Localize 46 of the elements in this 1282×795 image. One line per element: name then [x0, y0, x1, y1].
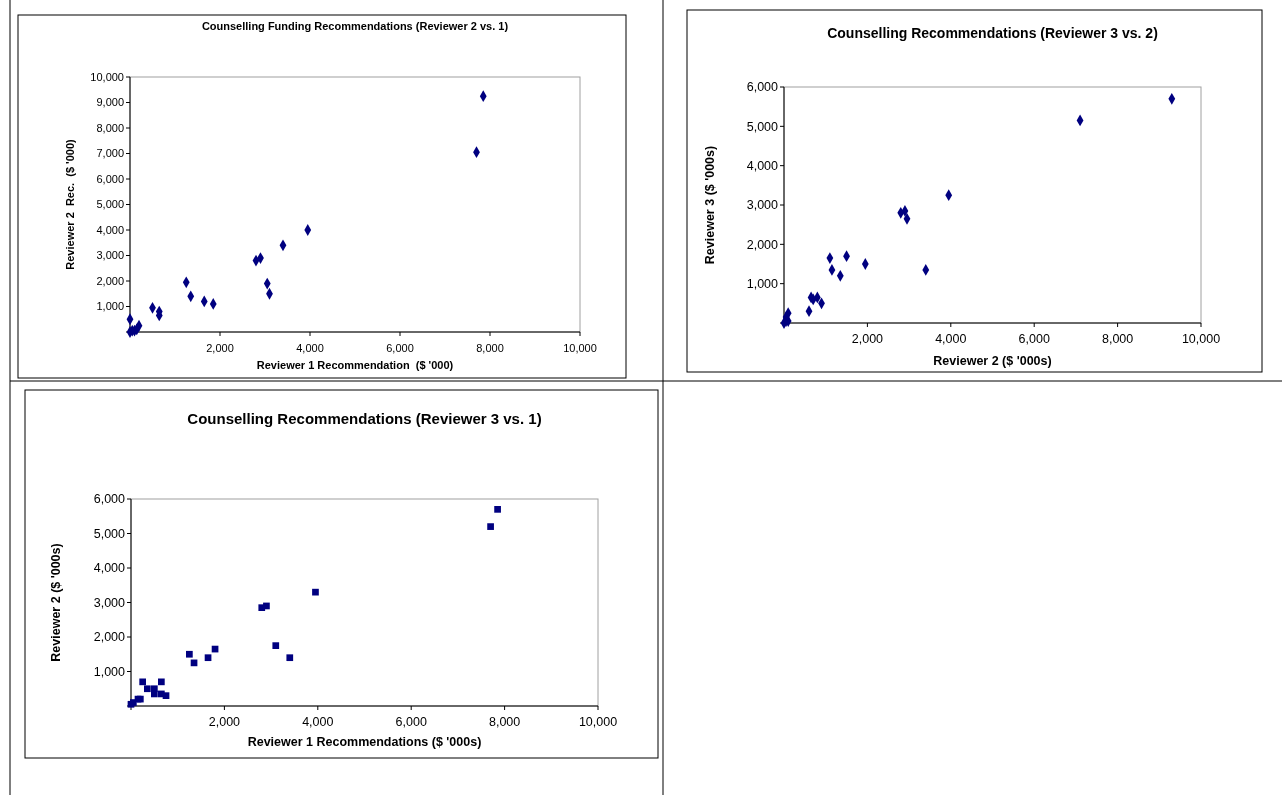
x-axis-title: Reviewer 2 ($ '000s): [933, 354, 1052, 368]
y-tick-label: 2,000: [746, 237, 779, 252]
x-tick-label: 2,000: [206, 342, 234, 354]
y-tick-label: 6,000: [746, 80, 779, 95]
y-tick-label: 5,000: [746, 119, 779, 134]
x-tick-label: 4,000: [302, 715, 334, 729]
y-axis-title: Reviewer 3 ($ '000s): [703, 145, 717, 265]
y-axis-title: Reviewer 2 ($ '000s): [49, 543, 63, 662]
x-tick-label: 2,000: [208, 715, 241, 729]
x-tick-label: 10,000: [1181, 332, 1221, 346]
x-tick-label: 4,000: [935, 332, 967, 346]
chart-title: Counselling Funding Recommendations (Reviewer 2 vs. 1): [201, 20, 509, 32]
x-tick-label: 2,000: [851, 332, 884, 346]
chart-title: Counselling Recommendations (Reviewer 3 vs. 2): [827, 25, 1158, 41]
y-tick-label: 2,000: [96, 274, 124, 287]
x-tick-label: 6,000: [386, 342, 414, 354]
y-tick-label: 3,000: [93, 595, 126, 610]
y-tick-label: 3,000: [96, 249, 124, 262]
y-tick-label: 6,000: [96, 172, 124, 185]
y-tick-label: 3,000: [746, 198, 779, 213]
x-tick-label: 8,000: [476, 342, 504, 354]
x-axis-title: Reviewer 1 Recommendations ($ '000s): [247, 735, 482, 749]
y-axis-title: Reviewer 2 Rec. ($ '000): [64, 138, 76, 270]
y-tick-label: 4,000: [96, 223, 124, 236]
x-tick-label: 10,000: [578, 715, 618, 729]
x-tick-label: 8,000: [1101, 332, 1134, 346]
y-tick-label: 4,000: [746, 159, 779, 174]
x-tick-label: 4,000: [296, 342, 324, 354]
x-axis-title: Reviewer 1 Recommendation ($ '000): [256, 359, 454, 371]
x-tick-label: 10,000: [563, 342, 597, 354]
y-tick-label: 1,000: [93, 664, 126, 679]
y-tick-label: 9,000: [96, 96, 124, 109]
y-tick-label: 5,000: [96, 198, 124, 211]
y-tick-label: 8,000: [96, 121, 124, 134]
x-tick-label: 8,000: [488, 715, 521, 729]
y-tick-label: 1,000: [746, 277, 779, 292]
y-tick-label: 7,000: [96, 147, 124, 160]
x-tick-label: 6,000: [395, 715, 427, 729]
y-tick-label: 4,000: [93, 561, 126, 576]
y-tick-label: 10,000: [90, 70, 124, 83]
y-tick-label: 1,000: [96, 300, 124, 313]
y-tick-label: 6,000: [93, 492, 126, 507]
y-tick-label: 2,000: [93, 630, 126, 645]
chart-title: Counselling Recommendations (Reviewer 3 vs. 1): [187, 410, 542, 427]
x-tick-label: 6,000: [1018, 332, 1050, 346]
y-tick-label: 5,000: [93, 526, 126, 541]
